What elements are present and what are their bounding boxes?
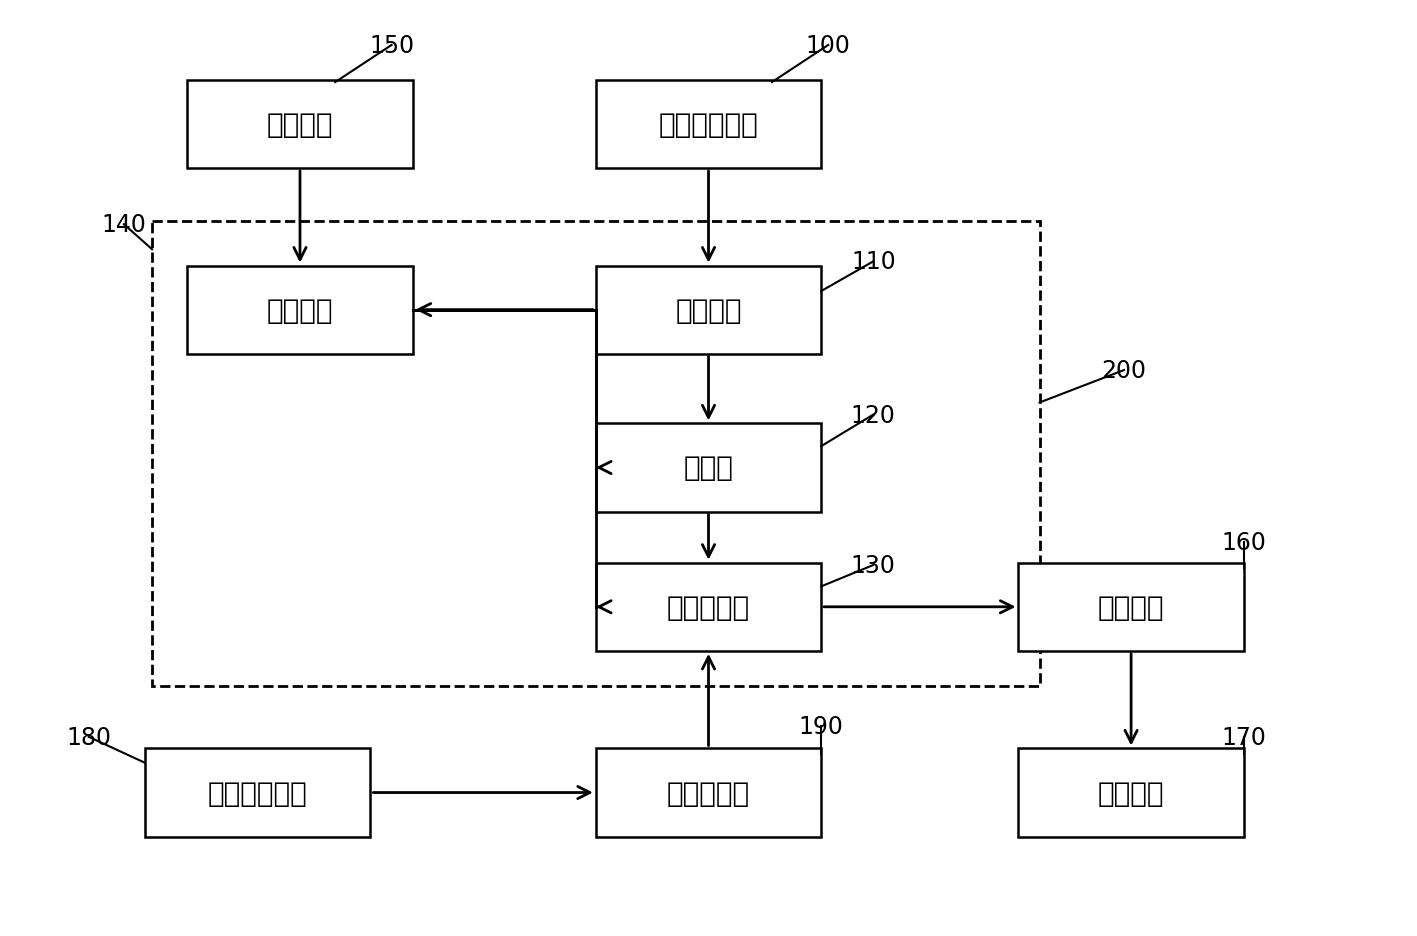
Bar xyxy=(152,222,1040,686)
Text: 速度检测装置: 速度检测装置 xyxy=(208,779,307,807)
Text: 数据采集单元: 数据采集单元 xyxy=(659,110,758,139)
Text: 显示装置: 显示装置 xyxy=(266,110,333,139)
Bar xyxy=(1019,563,1244,651)
Text: 100: 100 xyxy=(806,34,850,58)
Bar xyxy=(595,424,822,512)
Text: 速度比较器: 速度比较器 xyxy=(667,779,750,807)
Text: 主控制单元: 主控制单元 xyxy=(667,593,750,622)
Bar xyxy=(595,749,822,837)
Bar xyxy=(145,749,370,837)
Text: 140: 140 xyxy=(102,213,146,237)
Text: 运算单元: 运算单元 xyxy=(676,297,741,324)
Text: 120: 120 xyxy=(850,403,896,427)
Text: 比较器: 比较器 xyxy=(683,454,734,482)
Text: 存储单元: 存储单元 xyxy=(266,297,333,324)
Bar xyxy=(595,80,822,168)
Text: 200: 200 xyxy=(1101,358,1146,383)
Text: 110: 110 xyxy=(852,250,896,274)
Bar xyxy=(595,266,822,355)
Text: 驱动单元: 驱动单元 xyxy=(1098,593,1165,622)
Text: 180: 180 xyxy=(67,725,111,749)
Text: 开关元件: 开关元件 xyxy=(1098,779,1165,807)
Bar xyxy=(187,80,412,168)
Bar xyxy=(187,266,412,355)
Text: 160: 160 xyxy=(1221,530,1267,554)
Text: 170: 170 xyxy=(1221,725,1267,749)
Text: 130: 130 xyxy=(850,553,896,578)
Text: 150: 150 xyxy=(368,34,414,58)
Bar xyxy=(595,563,822,651)
Bar xyxy=(1019,749,1244,837)
Text: 190: 190 xyxy=(799,714,843,738)
